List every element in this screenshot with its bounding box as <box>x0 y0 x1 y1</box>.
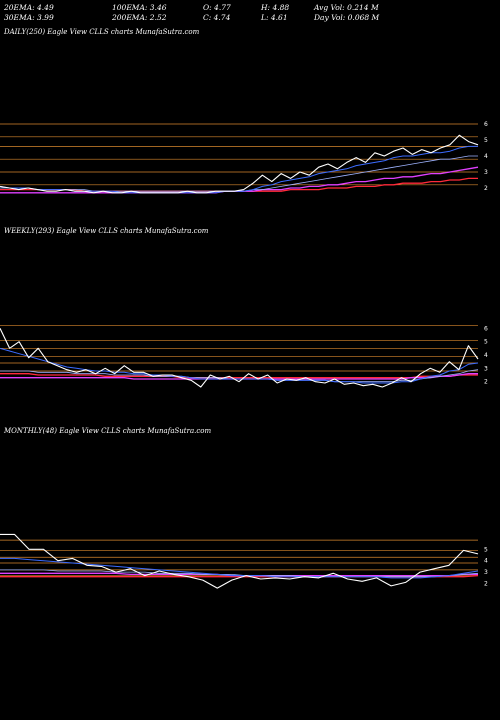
y-tick-label: 3 <box>484 365 488 372</box>
ema-long-series-line <box>0 373 478 380</box>
y-tick-label: 5 <box>484 137 488 144</box>
open-readout: O: 4.77 <box>203 3 231 12</box>
ema-long-series-line <box>0 166 479 194</box>
y-tick-label: 4 <box>484 352 488 359</box>
y-tick-label: 4 <box>484 153 488 160</box>
y-tick-label: 2 <box>484 581 488 588</box>
price-series-line <box>0 328 479 388</box>
weekly-panel-title: WEEKLY(293) Eagle View CLLS charts Munaf… <box>4 227 209 235</box>
y-tick-label: 5 <box>484 339 488 346</box>
ema20-readout: 20EMA: 4.49 <box>4 3 54 12</box>
y-tick-label: 3 <box>484 569 488 576</box>
close-readout: C: 4.74 <box>203 13 231 22</box>
ema-fast-series-line <box>0 145 478 194</box>
ema-slow-series-line <box>0 155 478 192</box>
high-readout: H: 4.88 <box>261 3 290 12</box>
ema-fast-series-line <box>0 347 479 384</box>
ema-slow-series-line <box>0 369 479 383</box>
ema-fast-series-line <box>0 557 479 579</box>
y-tick-label: 2 <box>484 379 488 386</box>
low-readout: L: 4.61 <box>261 13 288 22</box>
avg-vol-readout: Avg Vol: 0.214 M <box>314 3 379 12</box>
y-tick-label: 6 <box>484 121 488 128</box>
ema-longest-series-line <box>0 574 479 578</box>
y-tick-label: 6 <box>484 325 488 332</box>
ema100-readout: 100EMA: 3.46 <box>112 3 167 12</box>
ema200-readout: 200EMA: 2.52 <box>112 13 167 22</box>
price-series-line <box>0 533 479 589</box>
y-tick-label: 2 <box>484 185 488 192</box>
y-tick-label: 5 <box>484 546 488 553</box>
y-tick-label: 3 <box>484 169 488 176</box>
y-tick-label: 4 <box>484 558 488 565</box>
ema-long-series-line <box>0 572 478 577</box>
monthly-panel-title: MONTHLY(48) Eagle View CLLS charts Munaf… <box>4 427 212 435</box>
day-vol-readout: Day Vol: 0.068 M <box>314 13 380 22</box>
ema-longest-series-line <box>0 177 478 192</box>
ema30-readout: 30EMA: 3.99 <box>4 13 54 22</box>
daily-panel-title: DAILY(250) Eagle View CLLS charts Munafa… <box>4 28 200 36</box>
price-series-line <box>0 134 479 194</box>
ema-slow-series-line <box>0 569 479 578</box>
ema-longest-series-line <box>0 373 478 379</box>
